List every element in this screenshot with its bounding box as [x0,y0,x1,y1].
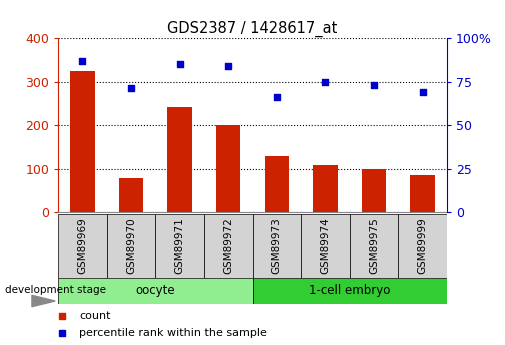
Point [176,61,184,67]
Text: percentile rank within the sample: percentile rank within the sample [79,328,267,338]
Point [273,95,281,100]
Bar [216,125,240,212]
Bar [58,214,107,278]
Text: GSM89973: GSM89973 [272,217,282,274]
Bar [107,214,156,278]
Bar [204,214,252,278]
Point [321,79,329,84]
Bar [265,156,289,212]
Text: GSM89969: GSM89969 [77,217,87,274]
Bar [58,278,252,304]
Text: GSM89974: GSM89974 [320,217,330,274]
Point [370,82,378,88]
Bar [119,178,143,212]
Text: GSM89971: GSM89971 [175,217,185,274]
Point [224,63,232,69]
Bar [252,278,447,304]
Bar [411,175,435,212]
Text: development stage: development stage [5,286,106,295]
Bar [168,107,192,212]
Text: GSM89999: GSM89999 [418,217,428,274]
Bar [156,214,204,278]
Bar [362,169,386,212]
Bar [350,214,398,278]
Text: GSM89972: GSM89972 [223,217,233,274]
Bar [252,214,301,278]
Title: GDS2387 / 1428617_at: GDS2387 / 1428617_at [167,20,338,37]
Bar [301,214,350,278]
Point [78,58,86,63]
Polygon shape [32,295,55,307]
Text: GSM89975: GSM89975 [369,217,379,274]
Point [127,86,135,91]
Point [419,89,427,95]
Text: 1-cell embryo: 1-cell embryo [309,284,390,297]
Bar [398,214,447,278]
Text: GSM89970: GSM89970 [126,217,136,274]
Text: oocyte: oocyte [135,284,175,297]
Text: count: count [79,312,111,322]
Bar [70,71,94,212]
Bar [313,165,337,212]
